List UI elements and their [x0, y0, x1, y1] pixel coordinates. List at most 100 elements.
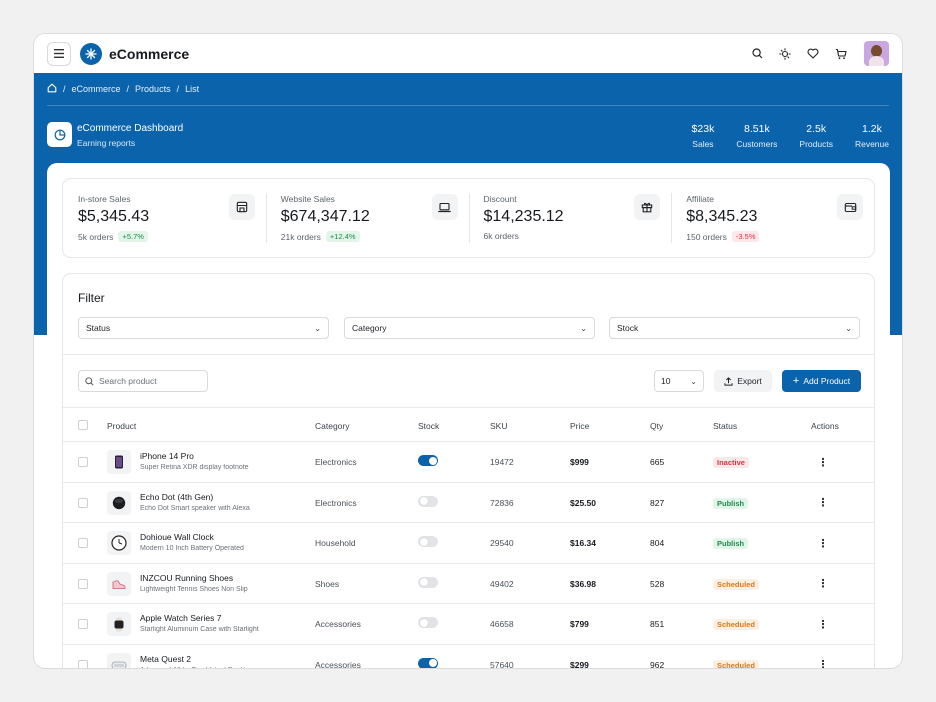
- add-product-button[interactable]: + Add Product: [782, 370, 861, 392]
- stock-toggle[interactable]: [418, 576, 438, 588]
- breadcrumb-separator: /: [63, 84, 66, 94]
- product-name[interactable]: Echo Dot (4th Gen): [140, 491, 214, 502]
- more-actions-icon[interactable]: ⋮: [817, 497, 829, 509]
- product-category: Accessories: [315, 619, 361, 629]
- row-checkbox[interactable]: [78, 578, 88, 589]
- status-badge: Scheduled: [713, 578, 759, 590]
- more-actions-icon[interactable]: ⋮: [817, 456, 829, 469]
- product-price: $299: [570, 659, 589, 669]
- stat-label: In-store Sales: [78, 194, 131, 204]
- product-sku: 29540: [490, 538, 514, 548]
- export-button[interactable]: Export: [714, 370, 772, 392]
- column-header-product[interactable]: Product: [107, 421, 137, 431]
- category-filter-select[interactable]: Category ⌄: [344, 317, 595, 339]
- product-name[interactable]: Meta Quest 2: [140, 653, 192, 664]
- breadcrumb-item-products[interactable]: Products: [135, 84, 171, 94]
- product-price: $25.50: [570, 497, 596, 508]
- more-actions-icon[interactable]: ⋮: [817, 659, 829, 669]
- main-content: In-store Sales $5,345.43 5k orders +5.7%…: [47, 163, 890, 669]
- more-actions-icon[interactable]: ⋮: [817, 618, 829, 631]
- column-header-sku[interactable]: SKU: [490, 421, 508, 431]
- user-avatar[interactable]: [864, 41, 889, 66]
- product-qty: 962: [650, 659, 665, 669]
- product-name[interactable]: Apple Watch Series 7: [140, 613, 222, 623]
- app-title[interactable]: eCommerce: [109, 45, 190, 62]
- app-logo-icon[interactable]: [80, 42, 102, 65]
- stock-toggle[interactable]: [418, 536, 438, 547]
- stat-value: $14,235.12: [483, 208, 564, 225]
- hero-stat-sales: $23k Sales: [692, 123, 715, 149]
- theme-toggle-icon[interactable]: [778, 47, 792, 61]
- product-qty: 665: [650, 457, 665, 467]
- row-checkbox[interactable]: [78, 538, 88, 548]
- product-qty: 827: [650, 497, 665, 508]
- app-window: eCommerce / eCommerce / Produ: [33, 33, 903, 669]
- select-all-checkbox[interactable]: [78, 420, 88, 430]
- stock-toggle[interactable]: [418, 495, 438, 507]
- breadcrumb: / eCommerce / Products / List: [47, 83, 199, 95]
- table-row: Apple Watch Series 7 Starlight Aluminum …: [63, 604, 874, 645]
- column-header-qty[interactable]: Qty: [650, 421, 664, 431]
- product-description: Advanced All-In-One Virtual Reality: [140, 667, 260, 669]
- product-name[interactable]: Dohioue Wall Clock: [140, 532, 214, 542]
- stock-filter-select[interactable]: Stock ⌄: [609, 317, 860, 339]
- menu-toggle-button[interactable]: [47, 41, 71, 66]
- status-filter-select[interactable]: Status ⌄: [78, 317, 329, 339]
- product-description: Echo Dot Smart speaker with Alexa: [140, 504, 250, 512]
- hero-stat-products: 2.5k Products: [799, 123, 833, 149]
- cart-icon[interactable]: [834, 47, 848, 61]
- status-badge: Publish: [713, 538, 749, 549]
- filter-title: Filter: [78, 291, 105, 305]
- stat-value: $674,347.12: [280, 208, 370, 225]
- search-icon[interactable]: [750, 47, 764, 61]
- column-header-price[interactable]: Price: [570, 421, 590, 431]
- dashboard-subtitle: Earning reports: [77, 138, 136, 148]
- row-checkbox[interactable]: [78, 457, 88, 467]
- search-input[interactable]: Search product: [78, 370, 208, 392]
- gift-icon: [634, 194, 661, 220]
- status-badge: Scheduled: [713, 659, 759, 668]
- column-header-category[interactable]: Category: [315, 421, 350, 431]
- sales-stats-card: In-store Sales $5,345.43 5k orders +5.7%…: [62, 178, 875, 258]
- add-product-label: Add Product: [803, 376, 851, 386]
- product-name[interactable]: INZCOU Running Shoes: [140, 572, 234, 583]
- dashboard-title: eCommerce Dashboard: [77, 123, 184, 134]
- divider: [63, 354, 874, 355]
- hero-stat-customers: 8.51k Customers: [736, 123, 777, 149]
- column-header-status[interactable]: Status: [713, 421, 738, 431]
- breadcrumb-separator: /: [126, 84, 130, 94]
- stat-change-badge: +5.7%: [118, 231, 148, 242]
- stat-orders: 5k orders: [78, 231, 114, 242]
- product-sku: 46658: [490, 619, 514, 629]
- table-row: Echo Dot (4th Gen) Echo Dot Smart speake…: [63, 483, 874, 523]
- table-row: INZCOU Running Shoes Lightweight Tennis …: [63, 564, 874, 604]
- chevron-down-icon: ⌄: [314, 323, 321, 333]
- breadcrumb-item-ecommerce[interactable]: eCommerce: [71, 84, 121, 94]
- row-checkbox[interactable]: [78, 497, 88, 508]
- pie-chart-icon: [47, 122, 72, 147]
- stat-website-sales: Website Sales $674,347.12 21k orders +12…: [265, 179, 469, 257]
- products-card: Filter Status ⌄ Category ⌄ Stock ⌄ Searc…: [62, 273, 875, 669]
- stock-toggle[interactable]: [418, 657, 438, 668]
- status-badge: Inactive: [713, 457, 749, 468]
- heart-icon[interactable]: [806, 47, 820, 61]
- column-header-stock[interactable]: Stock: [418, 421, 440, 431]
- product-thumbnail: [107, 652, 131, 668]
- select-value: Status: [86, 323, 111, 333]
- product-description: Super Retina XDR display footnote: [140, 464, 249, 471]
- page-size-select[interactable]: 10 ⌄: [654, 370, 704, 392]
- stock-toggle[interactable]: [418, 617, 438, 628]
- hero-stat-value: 8.51k: [744, 123, 770, 135]
- home-icon[interactable]: [47, 83, 57, 95]
- row-checkbox[interactable]: [78, 659, 88, 668]
- stock-toggle[interactable]: [418, 455, 438, 466]
- product-name[interactable]: iPhone 14 Pro: [140, 451, 194, 461]
- stat-orders: 21k orders: [280, 231, 321, 242]
- more-actions-icon[interactable]: ⋮: [817, 537, 829, 550]
- row-checkbox[interactable]: [78, 619, 88, 629]
- wallet-icon: [837, 194, 863, 220]
- table-row: Meta Quest 2 Advanced All-In-One Virtual…: [63, 645, 874, 669]
- more-actions-icon[interactable]: ⋮: [817, 578, 829, 590]
- product-sku: 72836: [490, 497, 514, 508]
- hero-stat-label: Sales: [692, 139, 714, 149]
